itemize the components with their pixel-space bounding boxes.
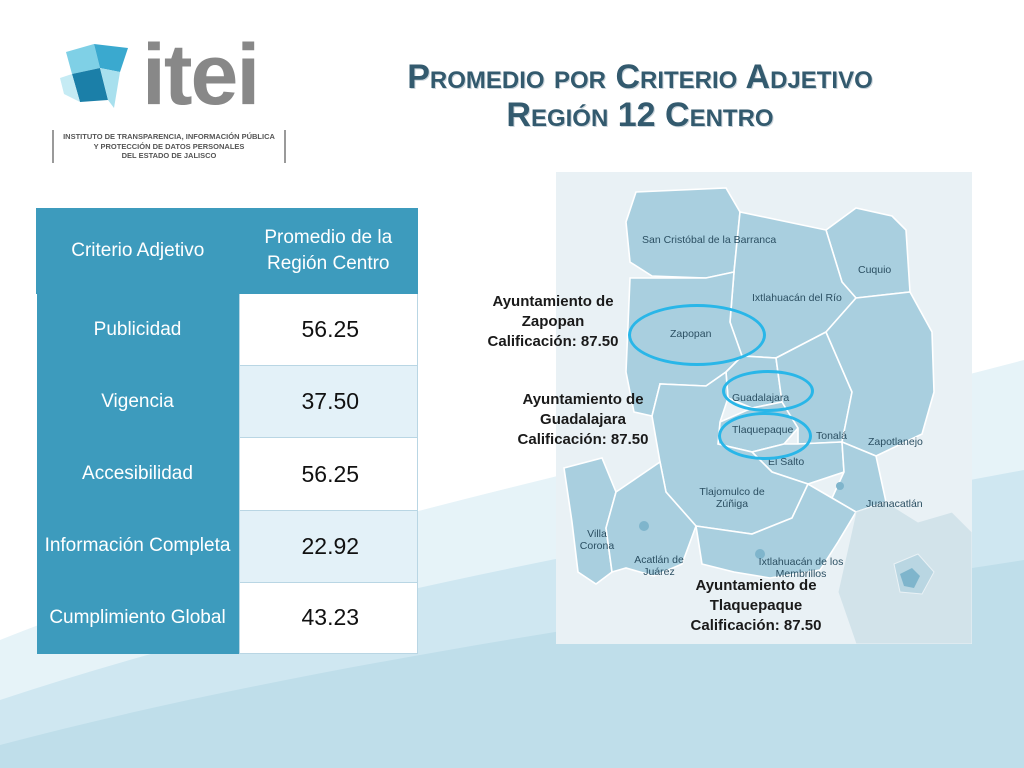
row-criterio: Información Completa — [36, 509, 239, 583]
row-promedio: 56.25 — [238, 437, 418, 511]
table-row: Publicidad 56.25 — [36, 292, 418, 367]
annotation-guadalajara: Ayuntamiento de Guadalajara Calificación… — [517, 391, 649, 448]
map-label-ixtlahuacan-del-rio: Ixtlahuacán del Río — [752, 292, 842, 304]
lake-shape — [900, 568, 920, 588]
map-area-membrillos — [695, 482, 858, 579]
header-promedio: Promedio de la Región Centro — [238, 208, 418, 294]
map-label-membrillos: Ixtlahuacán de los Membrillos — [758, 556, 844, 580]
map-label-cuquio: Cuquio — [858, 264, 892, 276]
table-row: Vigencia 37.50 — [36, 365, 418, 439]
logo-mark-icon — [60, 44, 128, 108]
logo-wordmark: itei — [142, 27, 260, 123]
table-row: Información Completa 22.92 — [36, 509, 418, 583]
table-row: Cumplimiento Global 43.23 — [36, 581, 418, 655]
row-promedio: 43.23 — [238, 581, 418, 655]
logo-subtitle: INSTITUTO DE TRANSPARENCIA, INFORMACIÓN … — [52, 130, 286, 163]
row-criterio: Vigencia — [36, 365, 239, 438]
table-row: Accesibilidad 56.25 — [36, 437, 418, 511]
map-label-zapotlanejo: Zapotlanejo — [868, 436, 923, 448]
row-criterio: Cumplimiento Global — [36, 581, 239, 654]
highlight-ring-tlaquepaque — [718, 412, 812, 460]
row-criterio: Accesibilidad — [36, 437, 239, 511]
row-promedio: 56.25 — [238, 292, 418, 367]
page-title: Promedio por Criterio Adjetivo Región 12… — [340, 58, 940, 134]
table-header-row: Criterio Adjetivo Promedio de la Región … — [36, 208, 418, 294]
map-label-juanacatlan: Juanacatlán — [866, 498, 923, 510]
itei-logo: itei INSTITUTO DE TRANSPARENCIA, INFORMA… — [52, 32, 286, 168]
row-promedio: 37.50 — [238, 365, 418, 439]
town-marker-icon — [755, 549, 765, 559]
region-map-svg — [563, 187, 972, 644]
title-line-1: Promedio por Criterio Adjetivo — [407, 58, 873, 96]
annotation-zapopan: Ayuntamiento de Zapopan Calificación: 87… — [487, 293, 619, 350]
map-label-tlajomulco: Tlajomulco de Zúñiga — [699, 486, 765, 510]
map-label-tonala: Tonalá — [816, 430, 847, 442]
criteria-table: Criterio Adjetivo Promedio de la Región … — [36, 208, 418, 655]
title-line-2: Región 12 Centro — [506, 96, 774, 134]
map-label-villa-corona: Villa Corona — [579, 528, 615, 552]
annotation-tlaquepaque: Ayuntamiento de Tlaquepaque Calificación… — [690, 577, 822, 634]
row-criterio: Publicidad — [36, 292, 239, 366]
map-area-zapotlanejo — [825, 291, 935, 457]
row-promedio: 22.92 — [238, 509, 418, 583]
town-marker-icon — [639, 521, 649, 531]
map-label-san-cristobal: San Cristóbal de la Barranca — [642, 234, 777, 246]
header-criterio: Criterio Adjetivo — [36, 208, 240, 294]
highlight-ring-guadalajara — [722, 370, 814, 412]
highlight-ring-zapopan — [628, 304, 766, 366]
town-marker-icon — [836, 482, 844, 490]
map-area-acatlan — [605, 460, 697, 577]
map-label-acatlan: Acatlán de Juárez — [634, 554, 684, 578]
map-area-san-cristobal — [625, 187, 741, 279]
